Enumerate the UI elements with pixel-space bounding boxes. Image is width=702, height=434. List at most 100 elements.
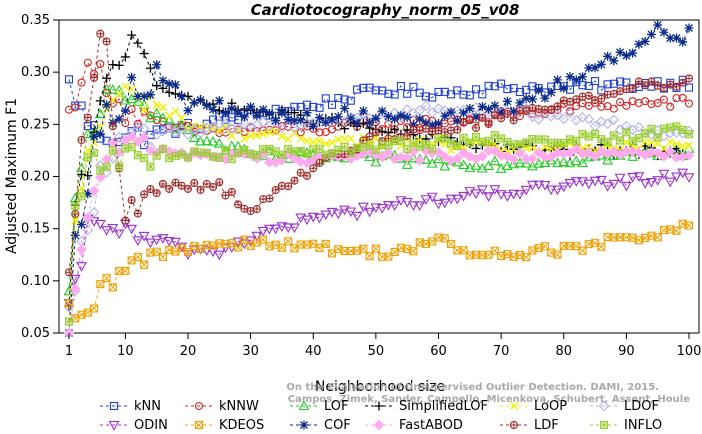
data-point [383, 111, 393, 121]
data-point [421, 118, 431, 128]
data-point [259, 235, 268, 244]
legend-label: LDF [534, 418, 559, 433]
data-point [414, 155, 425, 166]
data-point [70, 230, 80, 240]
data-point [120, 52, 130, 62]
x-tick-label: 10 [117, 344, 134, 359]
y-tick-label: 0.15 [21, 222, 50, 237]
data-point [659, 27, 669, 37]
data-point [90, 304, 99, 313]
data-point [164, 79, 174, 89]
data-point [215, 153, 224, 162]
data-point [501, 192, 513, 202]
data-point [558, 156, 570, 167]
data-point [270, 224, 282, 235]
data-point [190, 121, 199, 130]
data-point [213, 250, 225, 261]
data-point [439, 198, 451, 209]
data-point [489, 155, 501, 166]
data-point [515, 87, 524, 97]
data-point [647, 231, 656, 240]
legend-item-lof: LOF [290, 399, 349, 414]
data-point [239, 112, 249, 122]
data-point [107, 84, 119, 94]
data-point [196, 95, 206, 105]
data-point [252, 151, 261, 160]
data-point [628, 84, 637, 93]
data-point [684, 74, 694, 83]
data-point [71, 201, 80, 211]
data-point [627, 173, 639, 183]
data-point [315, 113, 325, 123]
data-point [684, 23, 694, 33]
data-point [501, 160, 513, 170]
data-point [69, 283, 81, 295]
data-point [140, 190, 149, 199]
data-point [107, 152, 119, 164]
data-point [94, 108, 106, 119]
data-point [528, 134, 537, 144]
data-point [221, 108, 231, 118]
data-point [240, 134, 249, 143]
data-point [591, 77, 600, 86]
data-point [401, 151, 413, 163]
data-point [339, 205, 350, 216]
data-point [121, 144, 130, 153]
data-point [376, 151, 388, 163]
data-point [382, 201, 394, 211]
data-point [453, 86, 462, 95]
data-point [520, 185, 532, 196]
data-point [658, 151, 670, 162]
data-point [208, 182, 218, 192]
data-point [678, 93, 687, 102]
data-point [353, 85, 362, 94]
data-point [309, 137, 318, 146]
x-tick-label: 50 [368, 344, 385, 359]
legend-item-knnw: kNNW [185, 399, 259, 414]
data-point [340, 103, 350, 113]
data-point [102, 162, 111, 171]
data-point [334, 93, 343, 103]
legend-item-ldof: LDOF [590, 399, 659, 414]
data-point [595, 175, 607, 186]
data-point [508, 158, 520, 169]
data-point [170, 80, 180, 90]
data-point [190, 178, 199, 188]
data-point [364, 151, 376, 162]
data-point [145, 90, 155, 100]
data-point [133, 252, 142, 262]
data-point [177, 114, 186, 123]
data-point [71, 216, 80, 225]
data-point [96, 280, 105, 289]
data-point [139, 91, 149, 101]
legend-label: LoOP [534, 399, 567, 414]
data-point [252, 111, 262, 121]
data-point [403, 144, 412, 154]
data-point [671, 172, 682, 183]
data-point [144, 238, 156, 249]
data-point [289, 108, 299, 118]
data-point [277, 108, 287, 118]
data-point [127, 143, 136, 152]
data-point [552, 185, 563, 196]
legend-item-fastabod: FastABOD [365, 418, 463, 433]
data-point [358, 108, 369, 119]
data-point [90, 73, 99, 82]
data-point [664, 146, 676, 157]
data-point [371, 113, 381, 123]
data-point [671, 33, 681, 43]
data-point [332, 209, 344, 220]
data-point [389, 201, 401, 211]
data-point [365, 132, 374, 141]
data-point [521, 93, 531, 103]
data-point [570, 143, 582, 155]
data-point [90, 138, 99, 147]
data-point [678, 78, 687, 87]
x-axis-label: Neighborhood size [315, 379, 445, 395]
legend-item-ldf: LDF [500, 418, 559, 433]
data-point [622, 101, 631, 110]
data-point [526, 180, 538, 191]
data-point [95, 172, 106, 183]
data-point [315, 144, 324, 153]
data-point [133, 38, 143, 48]
